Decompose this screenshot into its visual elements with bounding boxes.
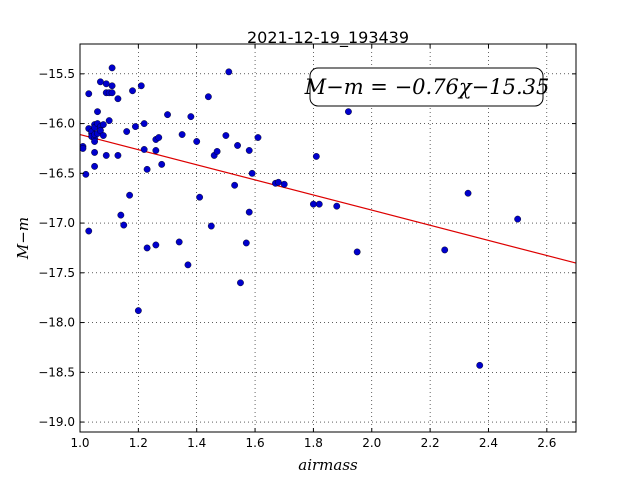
data-point xyxy=(234,142,241,149)
data-point xyxy=(184,261,192,269)
plot-frame xyxy=(79,43,577,433)
fit-line-layer xyxy=(79,133,577,264)
y-axis-label: M−m xyxy=(14,217,32,260)
data-points xyxy=(79,64,522,369)
x-tick-label: 2.2 xyxy=(421,436,440,450)
y-tick-label: −19.0 xyxy=(38,415,75,429)
data-point xyxy=(333,202,341,210)
data-point xyxy=(129,87,136,95)
data-point xyxy=(245,147,253,154)
data-point xyxy=(225,68,233,76)
data-point xyxy=(117,211,125,219)
data-point xyxy=(94,108,101,116)
data-point xyxy=(85,90,93,98)
data-point xyxy=(114,152,122,159)
data-point xyxy=(178,131,186,138)
x-tick-label: 1.6 xyxy=(246,436,265,450)
data-point xyxy=(207,222,215,230)
data-point xyxy=(175,238,183,246)
data-point xyxy=(152,241,160,249)
data-point xyxy=(254,134,262,141)
data-point xyxy=(143,165,151,173)
y-tick-label: −15.5 xyxy=(38,67,75,81)
data-point xyxy=(231,181,239,189)
data-point xyxy=(315,200,323,208)
y-tick-label: −18.0 xyxy=(38,316,75,330)
data-point xyxy=(120,221,128,229)
y-tick-label: −17.0 xyxy=(38,216,75,230)
x-tick-label: 1.0 xyxy=(70,436,89,450)
data-point xyxy=(140,146,148,153)
data-point xyxy=(99,132,107,139)
y-tick-label: −18.5 xyxy=(38,365,75,379)
data-point xyxy=(82,170,90,178)
data-point xyxy=(105,117,113,125)
y-tick-label: −16.5 xyxy=(38,166,75,180)
axis-ticks: 1.0 1.2 1.4 1.6 1.8 2.0 2.2 2.4 2.6 −15.5 −16.0 −16… xyxy=(38,44,576,450)
x-tick-label: 1.4 xyxy=(187,436,206,450)
x-tick-label: 1.8 xyxy=(304,436,323,450)
data-point xyxy=(242,239,250,247)
data-point xyxy=(134,307,142,315)
data-point xyxy=(274,178,282,186)
data-point xyxy=(152,147,160,154)
data-point xyxy=(140,120,148,127)
data-point xyxy=(91,138,98,145)
data-point xyxy=(114,95,122,103)
data-point xyxy=(108,89,116,97)
data-point xyxy=(310,200,317,208)
data-point xyxy=(102,80,110,88)
data-point xyxy=(204,93,212,101)
data-point xyxy=(126,191,134,199)
data-point xyxy=(196,193,204,201)
y-tick-label: −17.5 xyxy=(38,266,75,280)
data-point xyxy=(137,82,145,90)
data-point xyxy=(245,208,253,216)
fit-equation-text: M−m = −0.76χ−15.35 xyxy=(304,75,550,99)
data-point xyxy=(85,227,93,235)
x-tick-label: 2.4 xyxy=(479,436,498,450)
data-point xyxy=(187,113,195,121)
data-point xyxy=(102,152,110,159)
data-point xyxy=(280,180,288,188)
y-tick-label: −16.0 xyxy=(38,117,75,131)
data-point xyxy=(158,160,166,168)
data-point xyxy=(312,153,320,160)
data-point xyxy=(155,134,163,141)
data-point xyxy=(108,64,116,72)
chart-title: 2021-12-19_193439 xyxy=(247,28,409,48)
data-point xyxy=(79,145,87,152)
data-point xyxy=(476,361,484,369)
data-point xyxy=(441,246,449,254)
data-point xyxy=(132,123,139,130)
data-point xyxy=(222,132,230,139)
data-point xyxy=(193,138,201,145)
data-point xyxy=(91,149,98,156)
data-point xyxy=(237,279,244,287)
data-point xyxy=(164,111,171,119)
data-point xyxy=(97,127,104,134)
data-point xyxy=(514,215,522,223)
data-point xyxy=(353,248,361,256)
x-tick-label: 2.0 xyxy=(362,436,381,450)
x-axis-label: airmass xyxy=(298,456,358,474)
fit-line xyxy=(79,133,577,264)
data-point xyxy=(123,128,131,135)
x-tick-label: 1.2 xyxy=(129,436,148,450)
data-point xyxy=(248,169,256,177)
data-point xyxy=(213,148,221,155)
x-tick-label: 2.6 xyxy=(537,436,556,450)
data-point xyxy=(143,244,151,252)
data-point xyxy=(97,78,104,86)
data-point xyxy=(99,121,107,128)
data-point xyxy=(345,108,352,116)
data-point xyxy=(464,189,472,197)
data-point xyxy=(108,82,116,90)
fit-equation-frame xyxy=(309,67,544,107)
data-point xyxy=(91,162,98,170)
fit-equation-box: M−m = −0.76χ−15.35 xyxy=(304,67,550,107)
